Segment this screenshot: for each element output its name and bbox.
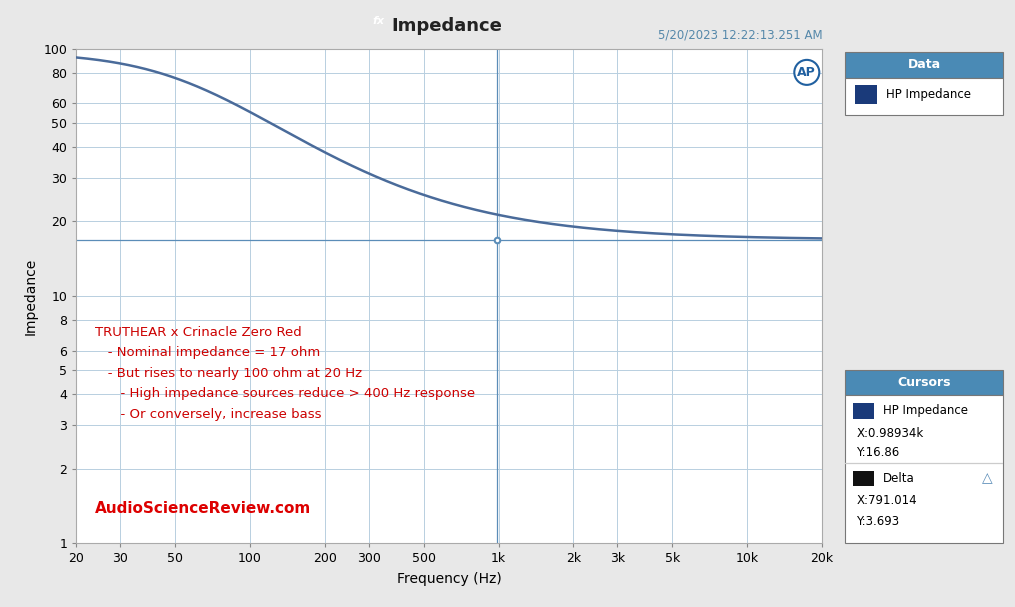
Text: HP Impedance: HP Impedance — [883, 404, 968, 418]
Text: △: △ — [982, 472, 993, 486]
X-axis label: Frequency (Hz): Frequency (Hz) — [397, 572, 501, 586]
Text: 5/20/2023 12:22:13.251 AM: 5/20/2023 12:22:13.251 AM — [658, 28, 822, 41]
Text: HP Impedance: HP Impedance — [886, 88, 971, 101]
Text: Y:3.693: Y:3.693 — [857, 515, 899, 528]
Bar — [854, 470, 874, 486]
Text: Y:16.86: Y:16.86 — [857, 446, 899, 459]
Text: X:791.014: X:791.014 — [857, 494, 918, 507]
Bar — [845, 395, 1003, 543]
Bar — [854, 403, 874, 419]
Text: Delta: Delta — [883, 472, 915, 485]
Text: Cursors: Cursors — [897, 376, 951, 389]
Bar — [855, 85, 877, 104]
Text: fx: fx — [373, 16, 385, 25]
Text: AudioScienceReview.com: AudioScienceReview.com — [94, 501, 311, 516]
Text: AP: AP — [798, 66, 816, 79]
Bar — [845, 370, 1003, 395]
Bar — [845, 52, 1003, 78]
Text: X:0.98934k: X:0.98934k — [857, 427, 924, 440]
Bar — [845, 78, 1003, 115]
Text: Data: Data — [907, 58, 941, 72]
Text: Impedance: Impedance — [391, 17, 502, 35]
Y-axis label: Impedance: Impedance — [23, 257, 38, 334]
Text: TRUTHEAR x Crinacle Zero Red
   - Nominal impedance = 17 ohm
   - But rises to n: TRUTHEAR x Crinacle Zero Red - Nominal i… — [94, 325, 475, 421]
